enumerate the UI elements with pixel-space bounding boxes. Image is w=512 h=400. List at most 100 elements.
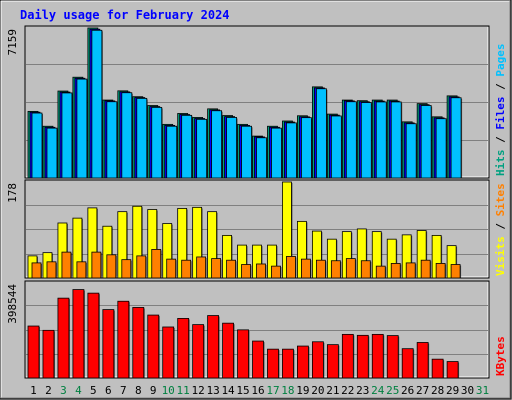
legend: Hits / Files / Pages (494, 44, 507, 177)
day-label: 19 (296, 384, 309, 397)
bar-pages (31, 112, 43, 179)
day-label: 24 (371, 384, 385, 397)
bar-sites (345, 258, 356, 279)
bar-sites (61, 251, 72, 279)
bar-kbytes (371, 333, 384, 379)
bar-pages (196, 118, 208, 179)
bar-sites (31, 262, 42, 279)
bar-pages (181, 114, 193, 179)
bar-kbytes (431, 358, 444, 379)
bar-sites (166, 258, 177, 279)
bar-kbytes (386, 335, 399, 379)
legend-pages: Pages (494, 44, 507, 77)
bar-sites (360, 260, 371, 279)
day-label: 28 (431, 384, 444, 397)
day-label: 4 (75, 384, 82, 397)
bar-sites (330, 260, 341, 279)
bar-pages (286, 122, 297, 179)
bar-kbytes (27, 325, 40, 379)
bar-pages (315, 88, 327, 179)
bar-sites (375, 265, 386, 279)
bar-kbytes (416, 342, 429, 379)
bar-pages (226, 117, 237, 179)
bar-sites (450, 264, 461, 279)
bar-kbytes (117, 300, 130, 379)
bar-pages (330, 115, 342, 179)
visits-sites-panel: 178 Visits / Sites (6, 179, 507, 279)
bar-kbytes (162, 326, 175, 379)
y-max-label: 7159 (6, 29, 19, 56)
bar-pages (256, 137, 267, 179)
bar-sites (256, 263, 266, 279)
bar-kbytes (282, 348, 294, 379)
bar-pages (211, 110, 223, 179)
legend: Visits / Sites (494, 183, 507, 276)
legend-visits: Visits (494, 236, 507, 276)
day-label: 14 (221, 384, 235, 397)
bar-sites (211, 258, 222, 279)
bar-sites (271, 265, 281, 279)
bar-pages (121, 92, 133, 179)
bar-pages (420, 105, 432, 179)
bar-kbytes (237, 329, 249, 379)
bar-kbytes (192, 324, 205, 379)
bar-kbytes (356, 334, 369, 379)
bar-sites (420, 259, 431, 279)
bar-sites (121, 259, 132, 279)
day-label: 6 (105, 384, 112, 397)
day-label: 7 (120, 384, 127, 397)
bar-sites (226, 259, 236, 279)
day-label: 9 (150, 384, 157, 397)
bar-sites (241, 264, 251, 279)
bar-kbytes (222, 322, 234, 379)
bar-pages (435, 118, 447, 179)
day-label: 11 (177, 384, 190, 397)
kbytes-panel: 398544 KBytes (6, 280, 507, 379)
bar-pages (301, 117, 312, 179)
day-label: 26 (401, 384, 414, 397)
bar-kbytes (132, 307, 145, 379)
bar-kbytes (446, 361, 459, 379)
legend-separator: / (494, 77, 507, 97)
y-max-label: 398544 (6, 284, 19, 324)
bar-sites (435, 263, 446, 279)
day-label: 15 (236, 384, 249, 397)
bar-sites (136, 255, 147, 279)
day-label: 29 (446, 384, 459, 397)
bar-sites (151, 249, 162, 279)
day-label: 23 (356, 384, 369, 397)
day-label: 16 (251, 384, 264, 397)
legend-separator: / (494, 216, 507, 236)
legend-files: Files (494, 97, 507, 130)
bar-kbytes (207, 315, 220, 379)
day-label: 31 (476, 384, 489, 397)
hits-files-pages-panel: 7159 Hits / Files / Pages (6, 25, 507, 179)
bar-kbytes (401, 348, 414, 379)
bar-pages (46, 127, 58, 179)
bar-sites (46, 261, 57, 279)
bar-kbytes (297, 345, 309, 379)
legend-separator: / (494, 130, 507, 150)
bar-sites (91, 251, 102, 279)
bar-pages (271, 127, 282, 179)
day-label: 5 (90, 384, 97, 397)
bar-kbytes (177, 318, 190, 379)
bar-kbytes (42, 329, 55, 379)
bar-kbytes (72, 289, 85, 379)
legend-hits: Hits (494, 150, 507, 177)
bar-pages (450, 97, 462, 179)
bar-pages (166, 125, 178, 179)
day-label: 18 (281, 384, 294, 397)
legend: KBytes (494, 336, 507, 376)
y-max-label: 178 (6, 183, 19, 203)
bar-kbytes (326, 344, 339, 379)
day-label: 13 (206, 384, 219, 397)
bar-pages (360, 102, 372, 179)
day-label: 10 (162, 384, 175, 397)
day-label: 17 (266, 384, 279, 397)
bar-pages (405, 123, 417, 179)
bar-pages (345, 101, 357, 179)
day-label: 22 (341, 384, 354, 397)
